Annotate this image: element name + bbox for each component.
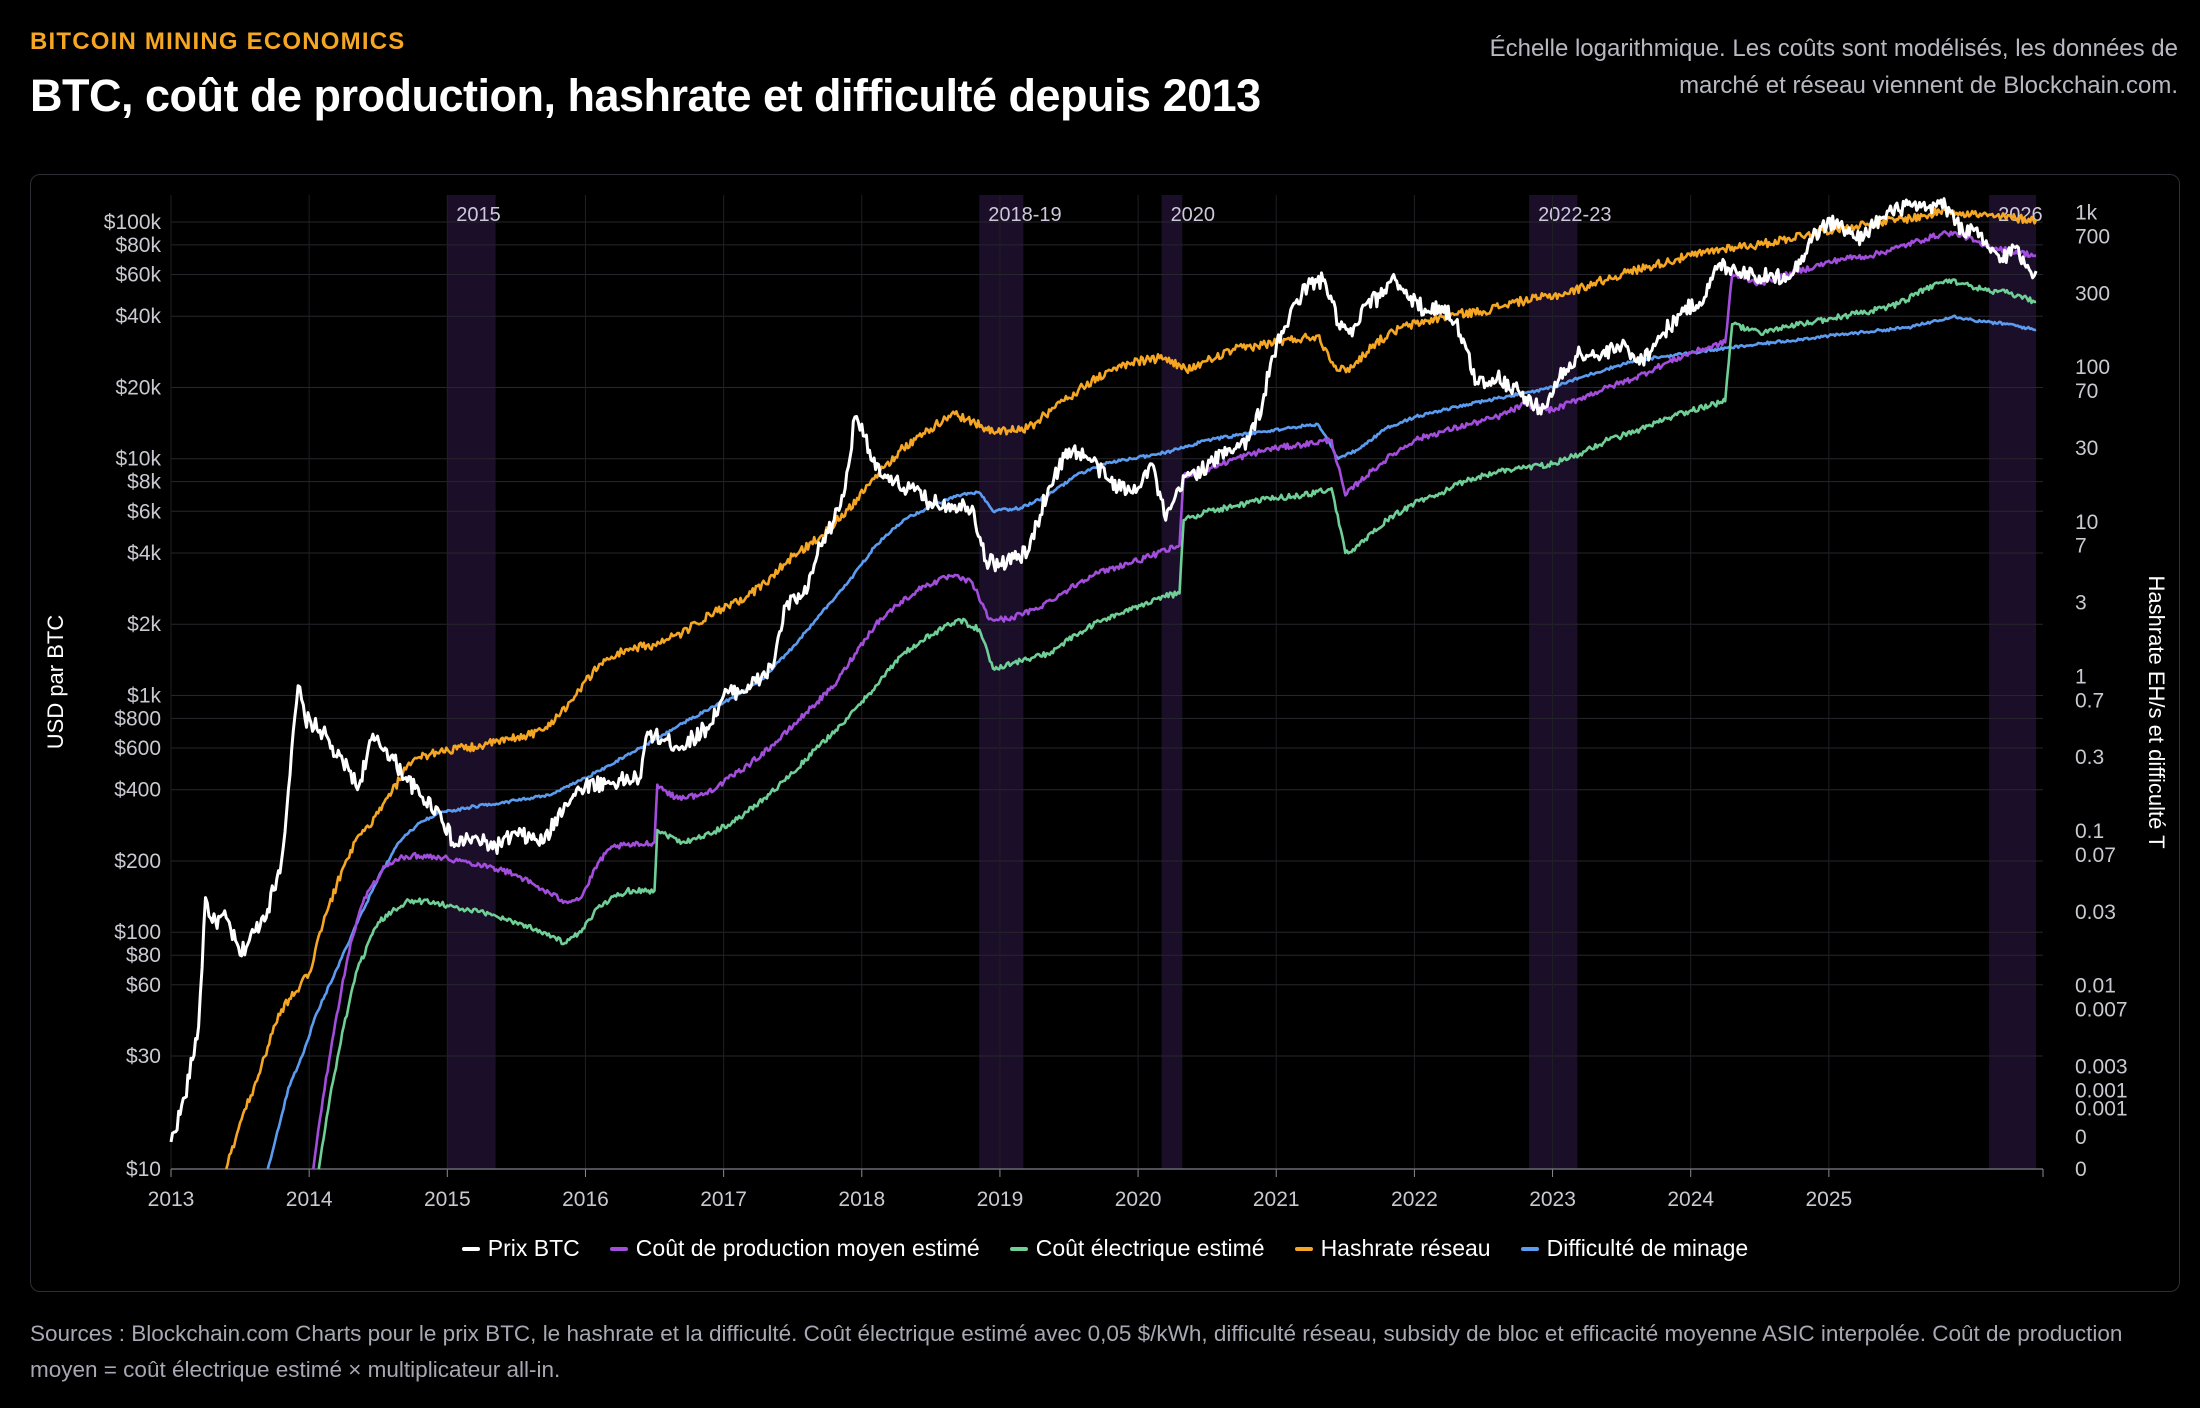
y-tick-label: $60: [126, 974, 161, 997]
y2-tick-label: 0.03: [2075, 901, 2116, 924]
x-tick-label: 2020: [1115, 1188, 1162, 1211]
x-tick-label: 2017: [700, 1188, 747, 1211]
y-tick-label: $2k: [127, 613, 161, 636]
legend: Prix BTC Coût de production moyen estimé C…: [31, 1235, 2179, 1262]
event-band-label: 2020: [1171, 204, 1216, 226]
y-tick-label: $100: [114, 921, 161, 944]
legend-item: Difficulté de minage: [1520, 1235, 1749, 1262]
y2-tick-label: 1: [2075, 665, 2087, 688]
y2-tick-label: 3: [2075, 592, 2087, 615]
y2-axis-title: Hashrate EH/s et difficulté T: [2144, 575, 2169, 848]
series-line: [225, 205, 2038, 1170]
legend-swatch: [1520, 1246, 1539, 1251]
y2-tick-label: 0.007: [2075, 998, 2128, 1021]
x-tick-label: 2018: [838, 1188, 885, 1211]
event-band: [447, 195, 496, 1169]
y-tick-label: $200: [114, 850, 161, 873]
event-band-label: 2015: [456, 204, 501, 226]
y2-tick-label: 0: [2075, 1158, 2087, 1181]
y2-tick-label: 700: [2075, 226, 2110, 249]
y2-tick-label: 0.07: [2075, 844, 2116, 867]
legend-label: Coût électrique estimé: [1035, 1235, 1265, 1261]
x-tick-label: 2023: [1529, 1188, 1576, 1211]
y2-tick-label: 10: [2075, 511, 2098, 534]
y2-tick-label: 0.7: [2075, 689, 2104, 712]
y-tick-label: $400: [114, 779, 161, 802]
chart-svg: 2015 2018-19 2020 2022-23 2026$10$30$60$80$1…: [43, 195, 2169, 1211]
y-tick-label: $80: [126, 944, 161, 967]
y2-tick-label: 70: [2075, 380, 2098, 403]
x-tick-label: 2016: [562, 1188, 609, 1211]
y2-tick-label: 0.001: [2075, 1098, 2128, 1121]
y-tick-label: $800: [114, 707, 161, 730]
y-tick-label: $8k: [127, 471, 161, 494]
y2-tick-label: 7: [2075, 535, 2087, 558]
event-band: [979, 195, 1024, 1169]
y2-tick-label: 0.001: [2075, 1079, 2128, 1102]
y-tick-label: $80k: [115, 234, 161, 257]
legend-item: Coût de production moyen estimé: [609, 1235, 980, 1262]
y-tick-label: $10: [126, 1158, 161, 1181]
event-band: [1161, 195, 1183, 1169]
y2-tick-label: 100: [2075, 356, 2110, 379]
series-line: [317, 278, 2037, 1170]
x-tick-label: 2015: [424, 1188, 471, 1211]
series-line: [169, 197, 2038, 1143]
y2-tick-label: 30: [2075, 437, 2098, 460]
legend-swatch: [1009, 1246, 1028, 1251]
y2-tick-label: 300: [2075, 282, 2110, 305]
legend-label: Coût de production moyen estimé: [635, 1235, 980, 1261]
sources-note: Sources : Blockchain.com Charts pour le …: [30, 1321, 2123, 1382]
y-tick-label: $1k: [127, 684, 161, 707]
y-tick-label: $600: [114, 737, 161, 760]
y-tick-label: $40k: [115, 305, 161, 328]
y-tick-label: $4k: [127, 542, 161, 565]
y2-tick-label: 0.3: [2075, 746, 2104, 769]
x-tick-label: 2021: [1253, 1188, 1300, 1211]
legend-item: Prix BTC: [461, 1235, 580, 1262]
series-line: [266, 314, 2037, 1170]
x-tick-label: 2025: [1806, 1188, 1853, 1211]
y-tick-label: $6k: [127, 500, 161, 523]
legend-label: Hashrate réseau: [1320, 1235, 1491, 1261]
y-tick-label: $20k: [115, 376, 161, 399]
y-tick-label: $30: [126, 1045, 161, 1068]
event-band: [1529, 195, 1578, 1169]
legend-swatch: [461, 1246, 480, 1251]
y2-tick-label: 0.003: [2075, 1055, 2128, 1078]
scale-note: Échelle logarithmique. Les coûts sont mo…: [1489, 35, 2178, 99]
event-band-label: 2022-23: [1538, 204, 1611, 226]
y2-tick-label: 0: [2075, 1126, 2087, 1149]
y-tick-label: $10k: [115, 448, 161, 471]
legend-label: Prix BTC: [487, 1235, 580, 1261]
legend-item: Coût électrique estimé: [1009, 1235, 1265, 1262]
x-tick-label: 2014: [286, 1188, 333, 1211]
chart-panel: 2015 2018-19 2020 2022-23 2026 $10 $30 $60 $80 $1…: [30, 174, 2180, 1292]
x-tick-label: 2024: [1667, 1188, 1714, 1211]
y2-tick-label: 0.1: [2075, 820, 2104, 843]
x-tick-label: 2022: [1391, 1188, 1438, 1211]
event-band: [1989, 195, 2037, 1169]
chart-title: BTC, coût de production, hashrate et dif…: [30, 70, 1261, 121]
x-tick-label: 2019: [977, 1188, 1024, 1211]
y-axis-title: USD par BTC: [43, 615, 68, 750]
y-tick-label: $100k: [104, 211, 162, 234]
legend-swatch: [609, 1246, 628, 1251]
legend-label: Difficulté de minage: [1546, 1235, 1749, 1261]
y2-tick-label: 0.01: [2075, 975, 2116, 998]
event-band-label: 2018-19: [988, 204, 1061, 226]
legend-swatch: [1294, 1246, 1313, 1251]
y-tick-label: $60k: [115, 264, 161, 287]
x-tick-label: 2013: [148, 1188, 195, 1211]
kicker: BITCOIN MINING ECONOMICS: [30, 28, 406, 55]
y2-tick-label: 1k: [2075, 202, 2098, 225]
legend-item: Hashrate réseau: [1294, 1235, 1491, 1262]
